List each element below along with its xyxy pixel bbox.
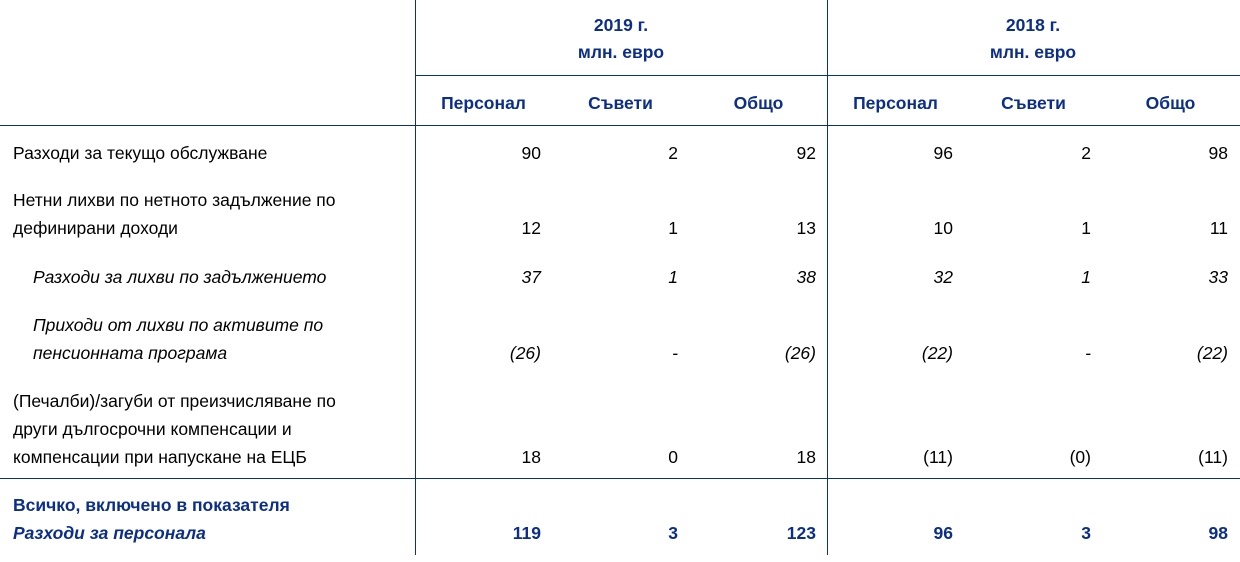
total-value: 3 xyxy=(668,523,678,543)
row-label: дефинирани доходи xyxy=(13,218,178,238)
cell-value: (22) xyxy=(921,343,953,363)
row-label: Нетни лихви по нетното задължение по xyxy=(13,190,336,210)
row-label: (Печалби)/загуби от преизчисляване по xyxy=(13,391,336,411)
cell-value: 18 xyxy=(796,447,816,467)
cell-value: 11 xyxy=(1209,218,1228,238)
cell-value: 90 xyxy=(521,143,541,163)
column-divider xyxy=(827,0,828,555)
column-divider xyxy=(415,0,416,555)
total-value: 96 xyxy=(933,523,953,543)
column-header: Общо xyxy=(1145,93,1196,113)
total-divider xyxy=(0,478,1240,479)
cell-value: (26) xyxy=(509,343,541,363)
total-value: 119 xyxy=(512,523,541,543)
column-header: Персонал xyxy=(441,93,526,113)
group-year: 2019 г. xyxy=(593,15,649,35)
column-header: Персонал xyxy=(853,93,938,113)
row-label: Разходи за лихви по задължението xyxy=(33,267,327,287)
group-unit: млн. евро xyxy=(989,42,1077,62)
total-value: 98 xyxy=(1208,523,1228,543)
total-value: 3 xyxy=(1081,523,1091,543)
row-label: пенсионната програма xyxy=(33,343,228,363)
total-value: 123 xyxy=(786,523,816,543)
row-label: Приходи от лихви по активите по xyxy=(33,315,324,335)
column-header: Съвети xyxy=(1001,93,1066,113)
cell-value: 1 xyxy=(1081,267,1091,287)
cell-value: 98 xyxy=(1208,143,1228,163)
row-label: други дългосрочни компенсации и xyxy=(13,419,292,439)
cell-value: 1 xyxy=(1081,218,1091,238)
column-header: Общо xyxy=(733,93,784,113)
total-label: Разходи за персонала xyxy=(13,523,206,543)
cell-value: 96 xyxy=(933,143,953,163)
cell-value: 2 xyxy=(668,143,678,163)
cell-value: 37 xyxy=(521,267,541,287)
cell-value: (11) xyxy=(923,447,953,467)
header-divider xyxy=(415,75,1240,76)
cell-value: 92 xyxy=(796,143,816,163)
cell-value: (22) xyxy=(1196,343,1228,363)
cell-value: - xyxy=(672,343,678,363)
row-label: Разходи за текущо обслужване xyxy=(13,143,268,163)
cell-value: 2 xyxy=(1081,143,1091,163)
cell-value: 13 xyxy=(796,218,816,238)
cell-value: - xyxy=(1085,343,1091,363)
cell-value: 12 xyxy=(521,218,541,238)
cell-value: 32 xyxy=(933,267,953,287)
cell-value: (26) xyxy=(784,343,816,363)
cell-value: 38 xyxy=(796,267,816,287)
total-label: Всичко, включено в показателя xyxy=(13,495,290,515)
cell-value: (0) xyxy=(1069,447,1091,467)
cell-value: 10 xyxy=(933,218,953,238)
group-unit: млн. евро xyxy=(577,42,665,62)
row-label: компенсации при напускане на ЕЦБ xyxy=(13,447,307,467)
group-year: 2018 г. xyxy=(1005,15,1061,35)
cell-value: 18 xyxy=(521,447,541,467)
cell-value: 33 xyxy=(1208,267,1228,287)
cell-value: 1 xyxy=(668,267,678,287)
cell-value: 0 xyxy=(668,447,678,467)
cell-value: (11) xyxy=(1198,447,1228,467)
header-divider xyxy=(0,125,1240,126)
cell-value: 1 xyxy=(668,218,678,238)
column-header: Съвети xyxy=(588,93,653,113)
